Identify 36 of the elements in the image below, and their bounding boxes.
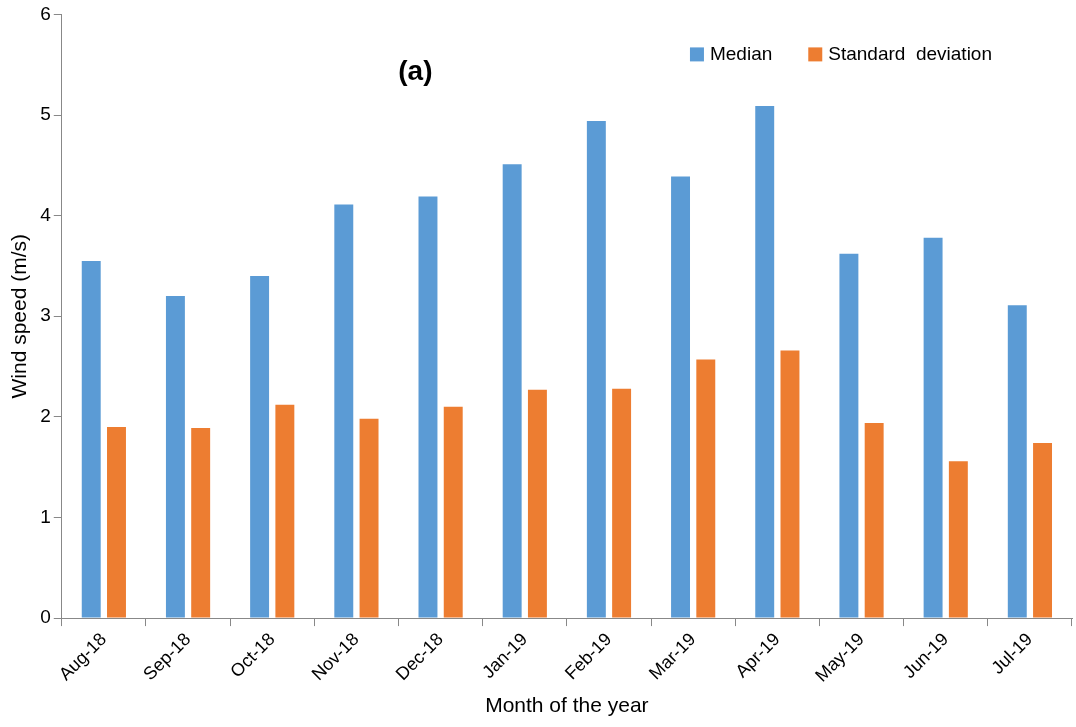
bar <box>107 426 126 618</box>
bar <box>165 296 185 618</box>
bar <box>334 204 354 618</box>
bar <box>696 359 716 618</box>
y-tick-label: 5 <box>40 103 51 125</box>
y-tick-label: 0 <box>40 606 51 628</box>
legend-label: Median <box>709 42 773 64</box>
y-tick-label: 3 <box>40 304 51 326</box>
bar <box>275 404 295 618</box>
bar <box>780 350 800 618</box>
legend-label: Standard deviation <box>828 42 993 64</box>
annotation: (a) <box>398 55 433 87</box>
bar <box>191 427 211 618</box>
bar <box>1007 305 1027 618</box>
bar <box>923 237 943 618</box>
bar <box>948 461 968 618</box>
bar <box>81 260 101 618</box>
y-tick-label: 6 <box>40 2 51 24</box>
bar <box>250 276 270 618</box>
bar <box>671 176 691 618</box>
bar <box>359 418 379 618</box>
bar <box>612 388 632 618</box>
bar <box>527 389 547 618</box>
bar <box>502 164 522 618</box>
bar <box>418 196 438 618</box>
bar <box>443 406 463 618</box>
bar <box>864 422 884 618</box>
bar <box>755 105 775 618</box>
y-tick-label: 1 <box>40 505 51 527</box>
bar <box>586 121 606 618</box>
y-tick-label: 2 <box>40 405 51 427</box>
bar <box>1033 443 1053 618</box>
bar <box>839 253 859 618</box>
x-axis-title: Month of the year <box>485 693 649 717</box>
y-tick-label: 4 <box>40 203 52 225</box>
y-axis-title: Wind speed (m/s) <box>7 233 31 399</box>
